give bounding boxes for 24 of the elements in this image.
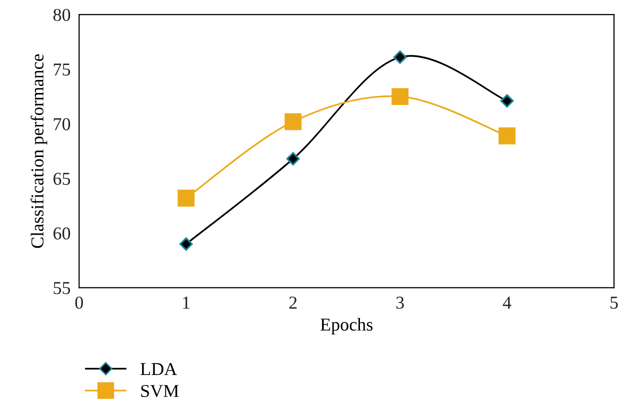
x-tick-label: 0	[75, 296, 83, 309]
y-tick-label: 80	[53, 8, 70, 22]
point	[500, 94, 514, 108]
y-tick-label: 65	[54, 172, 70, 185]
x-tick-label: 1	[183, 296, 190, 309]
x-tick-label: 4	[502, 296, 512, 309]
y-tick-label: 70	[54, 118, 70, 130]
legend-label: LDA	[140, 363, 178, 376]
point	[179, 237, 193, 251]
point	[284, 113, 302, 130]
x-tick-label: 5	[610, 296, 618, 309]
point	[286, 152, 300, 166]
y-tick-label: 55	[54, 282, 70, 294]
x-axis-title: Epochs	[320, 318, 372, 334]
x-tick-label: 2	[289, 296, 297, 309]
y-tick-label: 60	[54, 227, 70, 240]
y-axis-title: Classification performance	[30, 54, 48, 248]
legend-label: SVM	[141, 384, 179, 398]
point	[392, 88, 409, 106]
point	[178, 190, 195, 207]
y-tick-label: 75	[54, 64, 70, 76]
point	[498, 127, 516, 144]
point	[393, 50, 407, 64]
x-tick-label: 3	[396, 296, 404, 309]
